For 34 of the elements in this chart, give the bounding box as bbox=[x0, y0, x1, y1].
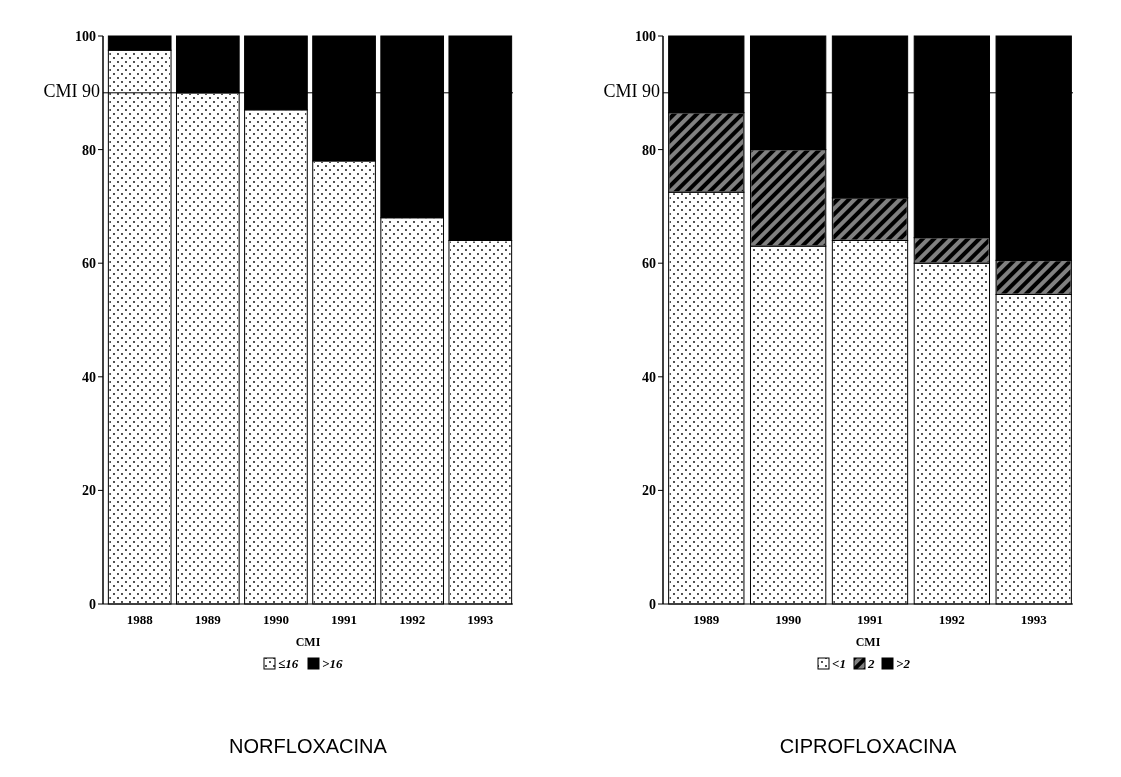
x-tick-label: 1989 bbox=[693, 612, 720, 627]
legend-title: CMI bbox=[295, 635, 321, 649]
y-tick-label: 0 bbox=[89, 596, 96, 612]
y-tick-label: 80 bbox=[642, 142, 656, 158]
x-tick-label: 1993 bbox=[1020, 612, 1048, 627]
y-tick-label: 60 bbox=[82, 256, 96, 272]
y-tick-label: 40 bbox=[642, 369, 656, 385]
y-tick-label: 100 bbox=[635, 28, 656, 44]
x-tick-label: 1988 bbox=[126, 612, 154, 627]
legend-label: >16 bbox=[322, 656, 343, 671]
y-tick-label: 100 bbox=[75, 28, 96, 44]
legend-label: <1 bbox=[832, 656, 846, 671]
x-tick-label: 1990 bbox=[775, 612, 802, 627]
x-tick-label: 1993 bbox=[467, 612, 494, 627]
y-tick-label: 0 bbox=[649, 596, 656, 612]
text: NORFLOXACINA bbox=[229, 735, 388, 757]
legend-label: 2 bbox=[867, 656, 875, 671]
y-tick-label: 20 bbox=[82, 483, 96, 499]
x-tick-label: 1991 bbox=[857, 612, 883, 627]
x-tick-label: 1992 bbox=[399, 612, 426, 627]
x-tick-label: 1990 bbox=[262, 612, 289, 627]
legend-title: CMI bbox=[855, 635, 881, 649]
y-tick-label: 20 bbox=[642, 483, 656, 499]
ref-line-label: CMI 90 bbox=[603, 80, 660, 101]
x-tick-label: 1989 bbox=[194, 612, 222, 627]
y-tick-label: 40 bbox=[82, 369, 96, 385]
x-tick-label: 1992 bbox=[938, 612, 965, 627]
y-tick-label: 60 bbox=[642, 256, 656, 272]
x-tick-label: 1991 bbox=[331, 612, 358, 627]
ref-line-label: CMI 90 bbox=[43, 80, 100, 101]
text: CIPROFLOXACINA bbox=[779, 735, 958, 757]
legend-label: >2 bbox=[896, 656, 911, 671]
legend-label: ≤16 bbox=[278, 656, 299, 671]
y-tick-label: 80 bbox=[82, 142, 96, 158]
